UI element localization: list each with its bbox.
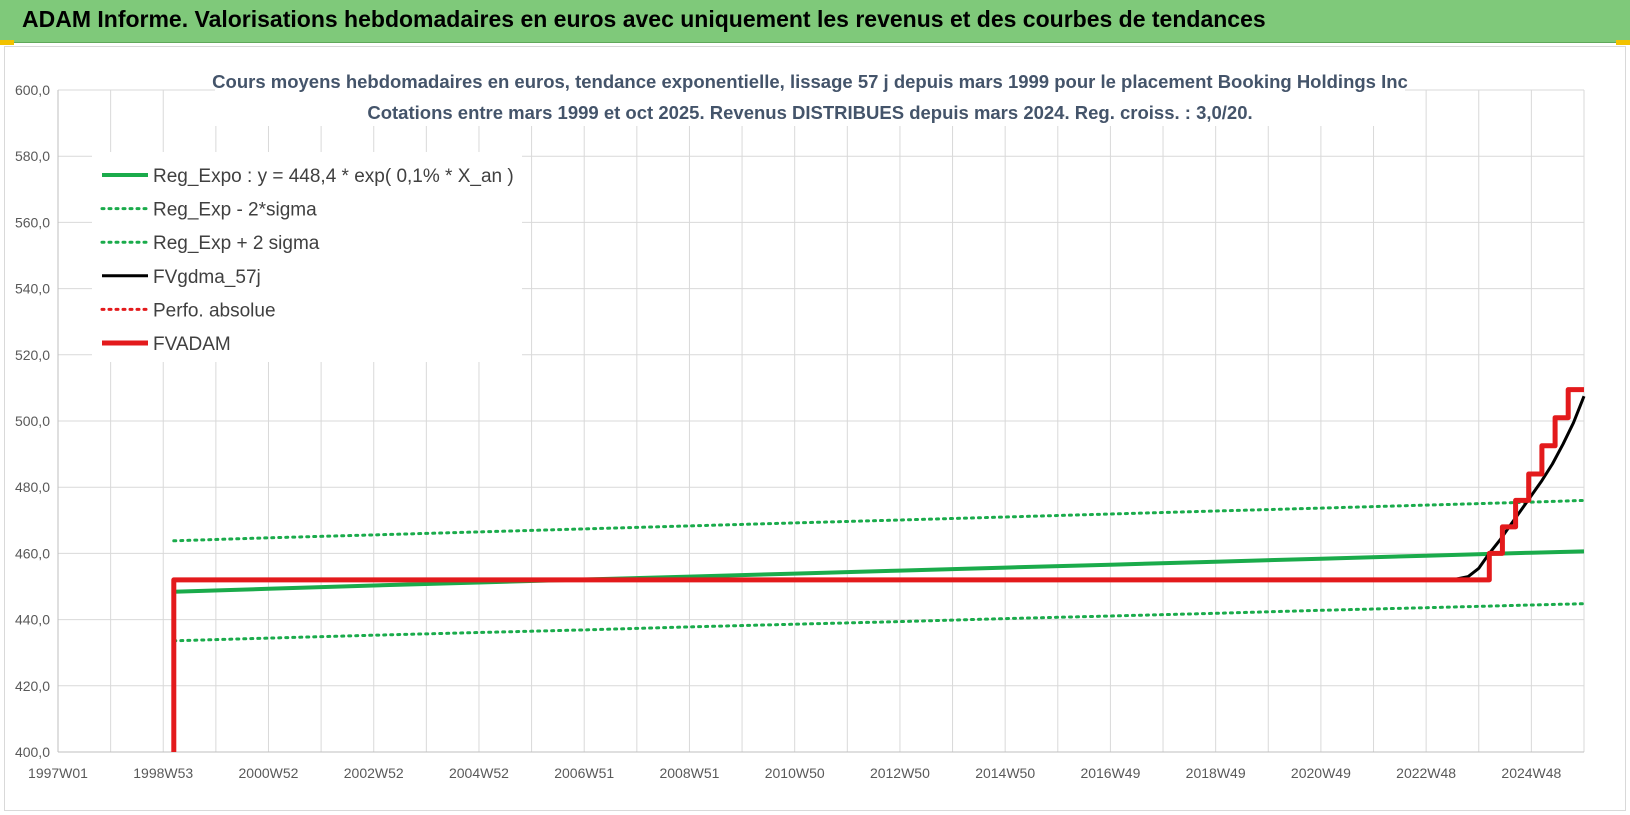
y-tick-label: 400,0 — [15, 744, 50, 760]
x-tick-label: 2022W48 — [1396, 765, 1456, 781]
legend-label-2: Reg_Exp + 2 sigma — [153, 233, 320, 254]
x-tick-label: 1997W01 — [28, 765, 88, 781]
x-tick-label: 2014W50 — [975, 765, 1035, 781]
x-tick-label: 2008W51 — [659, 765, 719, 781]
chart-frame — [4, 46, 1626, 811]
y-axis-ticks: 400,0 420,0 440,0 460,0 480,0 500,0 520,0 540,0… — [15, 82, 50, 760]
corner-marker-right — [1616, 40, 1630, 45]
legend-label-1: Reg_Exp - 2*sigma — [153, 200, 317, 221]
x-tick-label: 2018W49 — [1186, 765, 1246, 781]
header-banner: ADAM Informe. Valorisations hebdomadaire… — [0, 0, 1630, 43]
series-line-1 — [172, 602, 1586, 643]
legend-label-4: Perfo. absolue — [153, 300, 276, 321]
x-tick-label: 1998W53 — [133, 765, 193, 781]
title-background — [215, 66, 1405, 126]
y-tick-label: 520,0 — [15, 347, 50, 363]
y-tick-label: 560,0 — [15, 214, 50, 230]
corner-marker-left — [0, 40, 14, 45]
y-tick-label: 600,0 — [15, 82, 50, 98]
x-tick-label: 2000W52 — [239, 765, 299, 781]
y-tick-label: 480,0 — [15, 479, 50, 495]
legend-label-0: Reg_Expo : y = 448,4 * exp( 0,1% * X_an … — [153, 166, 514, 187]
series-line-5 — [171, 387, 1584, 752]
y-tick-label: 500,0 — [15, 413, 50, 429]
legend: Reg_Expo : y = 448,4 * exp( 0,1% * X_an … — [92, 152, 522, 362]
chart-subtitle: Cotations entre mars 1999 et oct 2025. R… — [367, 102, 1252, 123]
y-tick-label: 540,0 — [15, 281, 50, 297]
legend-background — [92, 152, 522, 362]
x-tick-label: 2010W50 — [765, 765, 825, 781]
y-tick-label: 460,0 — [15, 545, 50, 561]
x-tick-label: 2012W50 — [870, 765, 930, 781]
x-tick-label: 2006W51 — [554, 765, 614, 781]
series-line-2 — [172, 498, 1586, 543]
x-tick-label: 2024W48 — [1501, 765, 1561, 781]
x-tick-label: 2016W49 — [1080, 765, 1140, 781]
series-line-3 — [173, 395, 1586, 582]
y-tick-label: 440,0 — [15, 612, 50, 628]
y-tick-label: 580,0 — [15, 148, 50, 164]
x-tick-label: 2002W52 — [344, 765, 404, 781]
legend-label-5: FVADAM — [153, 334, 231, 355]
header-title: ADAM Informe. Valorisations hebdomadaire… — [22, 6, 1266, 32]
series-lines — [171, 387, 1586, 752]
chart-title: Cours moyens hebdomadaires en euros, ten… — [212, 71, 1408, 92]
x-axis-ticks: 1997W01 1998W53 2000W52 2002W52 2004W52 2006W… — [28, 765, 1562, 781]
y-tick-label: 420,0 — [15, 678, 50, 694]
x-tick-label: 2020W49 — [1291, 765, 1351, 781]
legend-label-3: FVgdma_57j — [153, 267, 261, 288]
x-tick-label: 2004W52 — [449, 765, 509, 781]
series-line-0 — [173, 549, 1585, 594]
